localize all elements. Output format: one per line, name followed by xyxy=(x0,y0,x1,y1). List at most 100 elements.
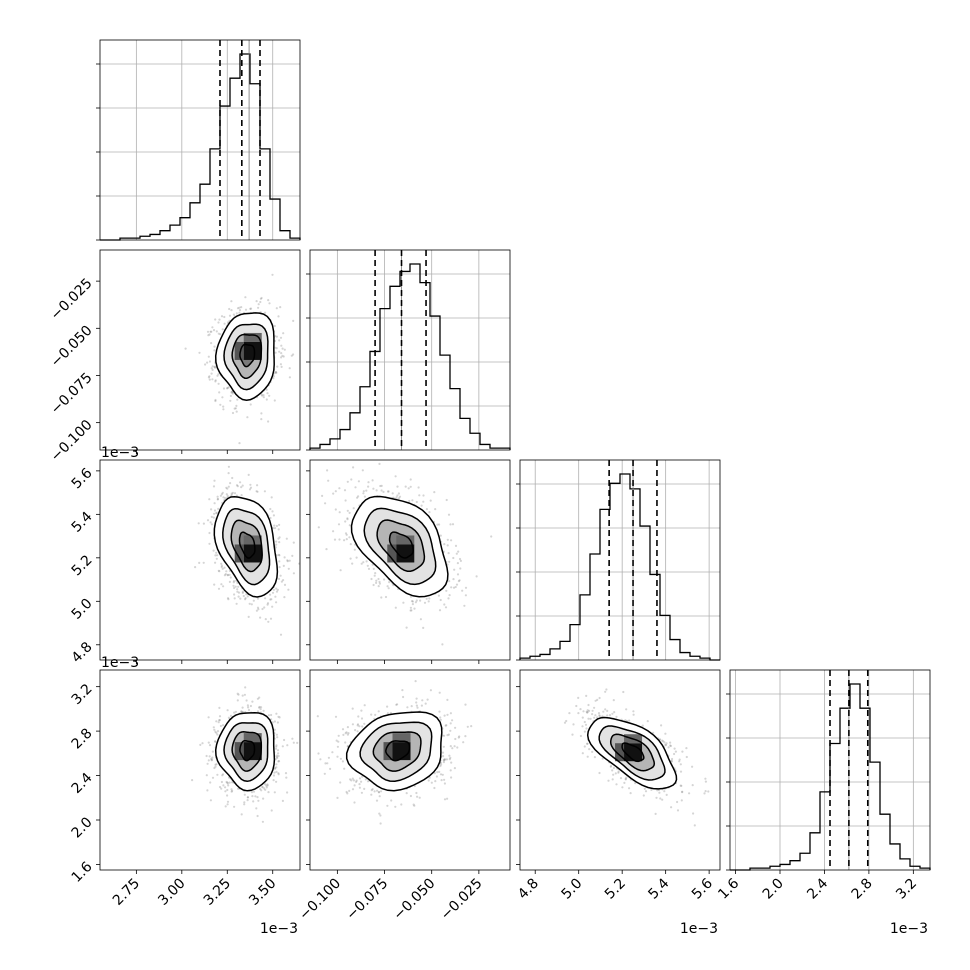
sample-point xyxy=(277,528,280,531)
sample-point xyxy=(274,351,277,354)
sample-point xyxy=(275,744,278,747)
sample-point xyxy=(276,736,279,739)
sample-point xyxy=(433,491,436,494)
sample-point xyxy=(246,704,249,707)
sample-point xyxy=(222,387,226,390)
sample-point xyxy=(338,487,341,490)
sample-point xyxy=(249,403,252,406)
sample-point xyxy=(286,744,289,747)
sample-point xyxy=(234,407,237,410)
sample-point xyxy=(296,741,299,745)
sample-point xyxy=(263,606,266,609)
sample-point xyxy=(419,599,422,602)
sample-point xyxy=(227,598,230,601)
sample-point xyxy=(250,791,254,794)
sample-point xyxy=(319,758,322,761)
sample-point xyxy=(354,486,357,489)
sample-point xyxy=(244,296,247,299)
sample-point xyxy=(269,507,272,511)
sample-point xyxy=(280,580,283,583)
sample-point xyxy=(443,782,446,785)
sample-point xyxy=(275,733,278,736)
sample-point xyxy=(365,489,368,492)
sample-point xyxy=(276,721,279,724)
sample-point xyxy=(210,758,214,761)
sample-point xyxy=(232,581,235,584)
sample-point xyxy=(367,567,371,571)
sample-point xyxy=(425,597,428,600)
sample-point xyxy=(448,758,451,761)
sample-point xyxy=(230,790,233,793)
sample-point xyxy=(223,566,226,569)
sample-point xyxy=(356,723,360,726)
sample-point xyxy=(248,488,252,491)
sample-point xyxy=(277,760,280,763)
sample-point xyxy=(220,562,223,565)
sample-point xyxy=(257,303,260,306)
sample-point xyxy=(213,512,216,515)
sample-point xyxy=(240,710,243,713)
sample-point xyxy=(229,482,232,485)
sample-point xyxy=(202,522,205,525)
sample-point xyxy=(453,745,456,748)
contour-line xyxy=(214,312,275,401)
sample-point xyxy=(283,738,286,742)
sample-point xyxy=(273,524,276,527)
sample-point xyxy=(286,791,289,794)
sample-point xyxy=(380,596,383,599)
sample-point xyxy=(211,378,214,381)
sample-point xyxy=(280,365,283,368)
sample-point xyxy=(363,495,366,498)
sample-point xyxy=(214,399,217,403)
sample-point xyxy=(249,483,252,486)
sample-point xyxy=(268,394,271,397)
sample-point xyxy=(227,472,230,475)
sample-point xyxy=(191,779,194,782)
sample-point xyxy=(279,336,283,339)
sample-point xyxy=(257,608,260,611)
sample-point xyxy=(214,365,217,368)
sample-point xyxy=(409,485,412,488)
sample-point xyxy=(233,586,236,590)
sample-point xyxy=(402,695,405,699)
sample-point xyxy=(443,778,446,781)
sample-point xyxy=(263,490,266,493)
sample-point xyxy=(225,486,228,489)
sample-point xyxy=(230,493,233,496)
sample-point xyxy=(276,756,279,760)
sample-point xyxy=(443,798,447,801)
sample-point xyxy=(246,416,249,419)
sample-point xyxy=(207,716,210,719)
sample-point xyxy=(218,715,222,718)
sample-point xyxy=(226,781,229,784)
sample-point xyxy=(184,347,187,350)
sample-point xyxy=(230,390,233,393)
density-peak xyxy=(396,544,415,563)
sample-point xyxy=(260,393,263,396)
sample-point xyxy=(226,321,230,324)
contour-line xyxy=(230,519,263,573)
sample-point xyxy=(331,751,334,754)
sample-point xyxy=(210,508,213,511)
hist-panel-0 xyxy=(96,39,301,241)
sample-point xyxy=(236,398,239,401)
sample-point xyxy=(245,699,248,702)
contour-line xyxy=(223,323,269,391)
sample-point xyxy=(255,609,258,612)
contour-line xyxy=(222,507,271,586)
sample-point xyxy=(213,349,216,352)
sample-point xyxy=(215,731,218,734)
sample-point xyxy=(214,318,217,321)
sample-point xyxy=(246,796,249,799)
sample-point xyxy=(418,494,421,497)
sample-point xyxy=(275,766,278,769)
sample-point xyxy=(213,766,216,770)
sample-point xyxy=(459,559,462,563)
sample-point xyxy=(323,772,326,775)
sample-point xyxy=(321,494,324,497)
sample-point xyxy=(448,580,451,583)
sample-point xyxy=(237,585,240,588)
sample-point xyxy=(395,496,398,499)
sample-point xyxy=(278,536,281,539)
sample-point xyxy=(278,560,281,563)
